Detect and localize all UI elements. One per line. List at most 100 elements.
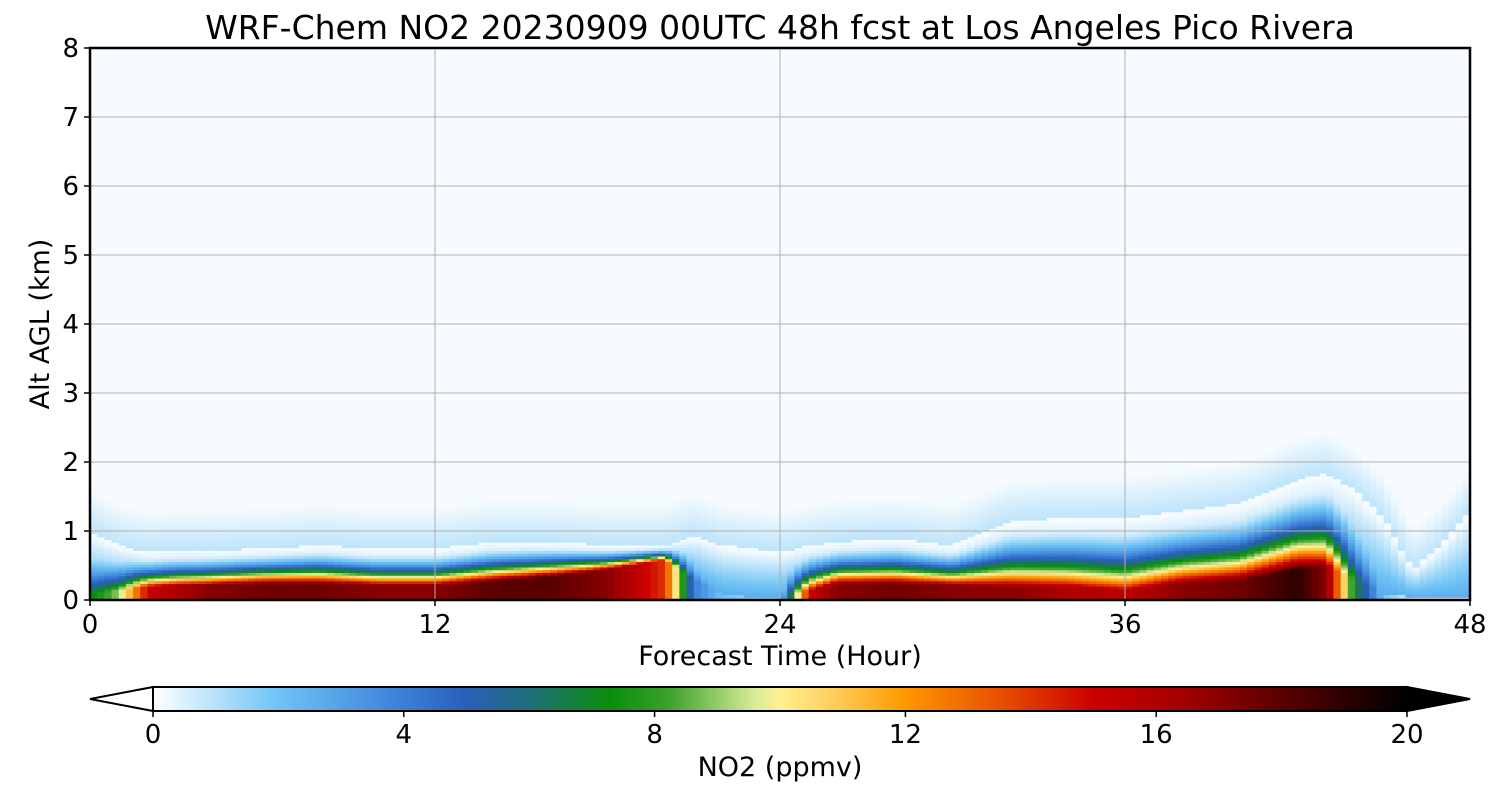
field-cell [334, 522, 343, 527]
field-cell [686, 544, 695, 549]
field-cell [478, 564, 486, 568]
field-cell [823, 553, 831, 557]
field-cell [478, 533, 486, 538]
field-cell [966, 497, 975, 502]
field-cell [514, 591, 522, 596]
field-cell [571, 597, 580, 600]
field-cell [240, 514, 249, 518]
field-cell [1067, 588, 1076, 593]
field-cell [744, 577, 752, 582]
field-cell [923, 544, 932, 549]
field-cell [887, 536, 896, 540]
field-cell [125, 591, 134, 596]
field-cell [607, 586, 616, 590]
field-cell [988, 569, 997, 573]
field-cell [1024, 506, 1033, 510]
field-cell [90, 580, 98, 585]
field-cell [521, 550, 530, 554]
field-cell [104, 506, 113, 510]
field-cell [492, 591, 501, 596]
field-cell [607, 533, 616, 538]
field-cell [125, 569, 134, 573]
field-cell [147, 577, 156, 582]
field-cell [521, 528, 530, 532]
field-cell [248, 522, 256, 527]
field-cell [578, 528, 587, 532]
field-cell [614, 517, 623, 521]
field-cell [966, 544, 975, 549]
field-cell [514, 506, 522, 510]
field-cell [1038, 500, 1047, 504]
field-cell [406, 511, 415, 516]
field-cell [643, 519, 652, 524]
field-cell [535, 550, 544, 554]
field-cell [887, 555, 896, 560]
field-cell [449, 597, 458, 600]
field-cell [262, 525, 271, 529]
field-cell [1002, 561, 1011, 565]
field-cell [693, 500, 702, 504]
field-cell [1045, 514, 1054, 518]
field-cell [672, 550, 680, 554]
field-cell [269, 555, 278, 560]
field-cell [377, 519, 386, 524]
field-cell [291, 536, 300, 540]
field-cell [1002, 489, 1011, 493]
field-cell [456, 539, 465, 543]
field-cell [269, 561, 278, 565]
field-cell [248, 577, 256, 582]
field-cell [621, 506, 630, 510]
field-cell [708, 580, 716, 585]
field-cell [772, 542, 781, 546]
field-cell [571, 500, 580, 504]
field-cell [435, 528, 443, 532]
field-cell [276, 597, 285, 600]
field-cell [851, 594, 860, 598]
field-cell [1010, 536, 1018, 540]
field-cell [758, 528, 767, 532]
field-cell [974, 511, 982, 516]
field-cell [916, 558, 925, 562]
field-cell [284, 594, 292, 598]
field-cell [938, 517, 946, 521]
field-cell [995, 522, 1004, 527]
field-cell [355, 597, 364, 600]
field-cell [672, 531, 680, 535]
field-cell [406, 517, 415, 521]
field-cell [291, 564, 300, 568]
field-cell [420, 531, 429, 535]
field-cell [291, 511, 300, 516]
field-cell [97, 566, 105, 571]
field-cell [399, 544, 407, 549]
field-cell [708, 500, 716, 504]
field-cell [125, 531, 134, 535]
field-cell [1067, 481, 1076, 485]
field-cell [190, 536, 199, 540]
field-cell [255, 514, 264, 518]
field-cell [90, 514, 98, 518]
field-cell [226, 536, 235, 540]
field-cell [815, 514, 824, 518]
field-cell [974, 528, 982, 532]
field-cell [125, 588, 134, 593]
field-cell [665, 531, 673, 535]
field-cell [1074, 547, 1083, 551]
field-cell [240, 508, 249, 513]
field-cell [269, 508, 278, 513]
field-cell [248, 588, 256, 593]
field-cell [205, 569, 213, 573]
field-cell [780, 594, 788, 598]
field-cell [564, 588, 573, 593]
field-cell [399, 508, 407, 513]
field-cell [844, 517, 853, 521]
field-cell [736, 533, 745, 538]
field-cell [269, 575, 278, 579]
field-cell [125, 572, 134, 576]
field-cell [370, 542, 379, 546]
field-cell [708, 525, 716, 529]
field-cell [966, 588, 975, 593]
field-cell [600, 536, 609, 540]
field-cell [269, 536, 278, 540]
field-cell [154, 577, 163, 582]
field-cell [125, 519, 134, 524]
